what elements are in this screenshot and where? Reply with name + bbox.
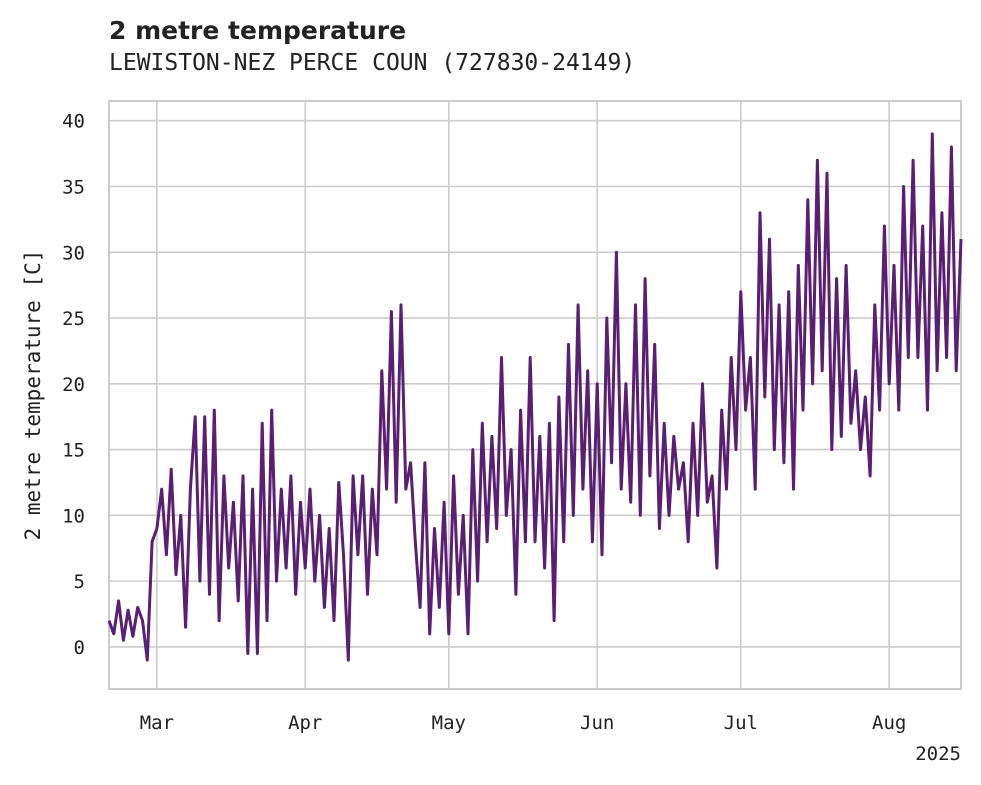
y-tick-label: 10 (62, 505, 85, 527)
y-tick-label: 15 (62, 440, 85, 462)
x-tick-label: May (432, 712, 466, 734)
x-tick-label: Mar (140, 712, 174, 734)
plot-frame (108, 100, 962, 690)
y-tick-label: 30 (62, 242, 85, 264)
x-tick-label: Jul (724, 712, 758, 734)
y-tick-label: 25 (62, 308, 85, 330)
x-tick-label: Aug (872, 712, 906, 734)
y-tick-labels: 0 5 10 15 20 25 30 35 40 (62, 111, 85, 659)
y-tick-label: 0 (74, 637, 85, 659)
y-tick-label: 5 (74, 571, 85, 593)
series-layer (107, 132, 963, 662)
chart-subtitle: LEWISTON-NEZ PERCE COUN (727830-24149) (109, 50, 636, 76)
y-tick-label: 40 (62, 111, 85, 133)
chart-title: 2 metre temperature (109, 16, 407, 45)
x-tick-labels: Mar Apr May Jun Jul Aug (140, 712, 907, 734)
x-tick-label: Jun (580, 712, 614, 734)
y-tick-label: 35 (62, 177, 85, 199)
x-offset-label: 2025 (915, 743, 961, 765)
temperature-series-line (107, 132, 963, 662)
x-tick-label: Apr (288, 712, 322, 734)
y-axis-label: 2 metre temperature [C] (21, 250, 45, 541)
y-tick-label: 20 (62, 374, 85, 396)
